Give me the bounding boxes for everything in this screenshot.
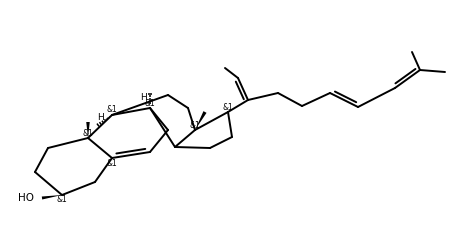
Text: &1: &1 bbox=[106, 158, 117, 167]
Text: H: H bbox=[97, 114, 103, 123]
Polygon shape bbox=[195, 111, 206, 130]
Text: &1: &1 bbox=[57, 195, 68, 205]
Text: H: H bbox=[140, 93, 146, 101]
Text: &1: &1 bbox=[223, 103, 234, 113]
Text: &1: &1 bbox=[144, 99, 155, 109]
Polygon shape bbox=[42, 195, 62, 199]
Text: &1: &1 bbox=[106, 105, 117, 115]
Text: &1: &1 bbox=[189, 122, 200, 130]
Text: HO: HO bbox=[18, 193, 34, 203]
Text: &1: &1 bbox=[83, 129, 93, 138]
Polygon shape bbox=[86, 122, 90, 138]
